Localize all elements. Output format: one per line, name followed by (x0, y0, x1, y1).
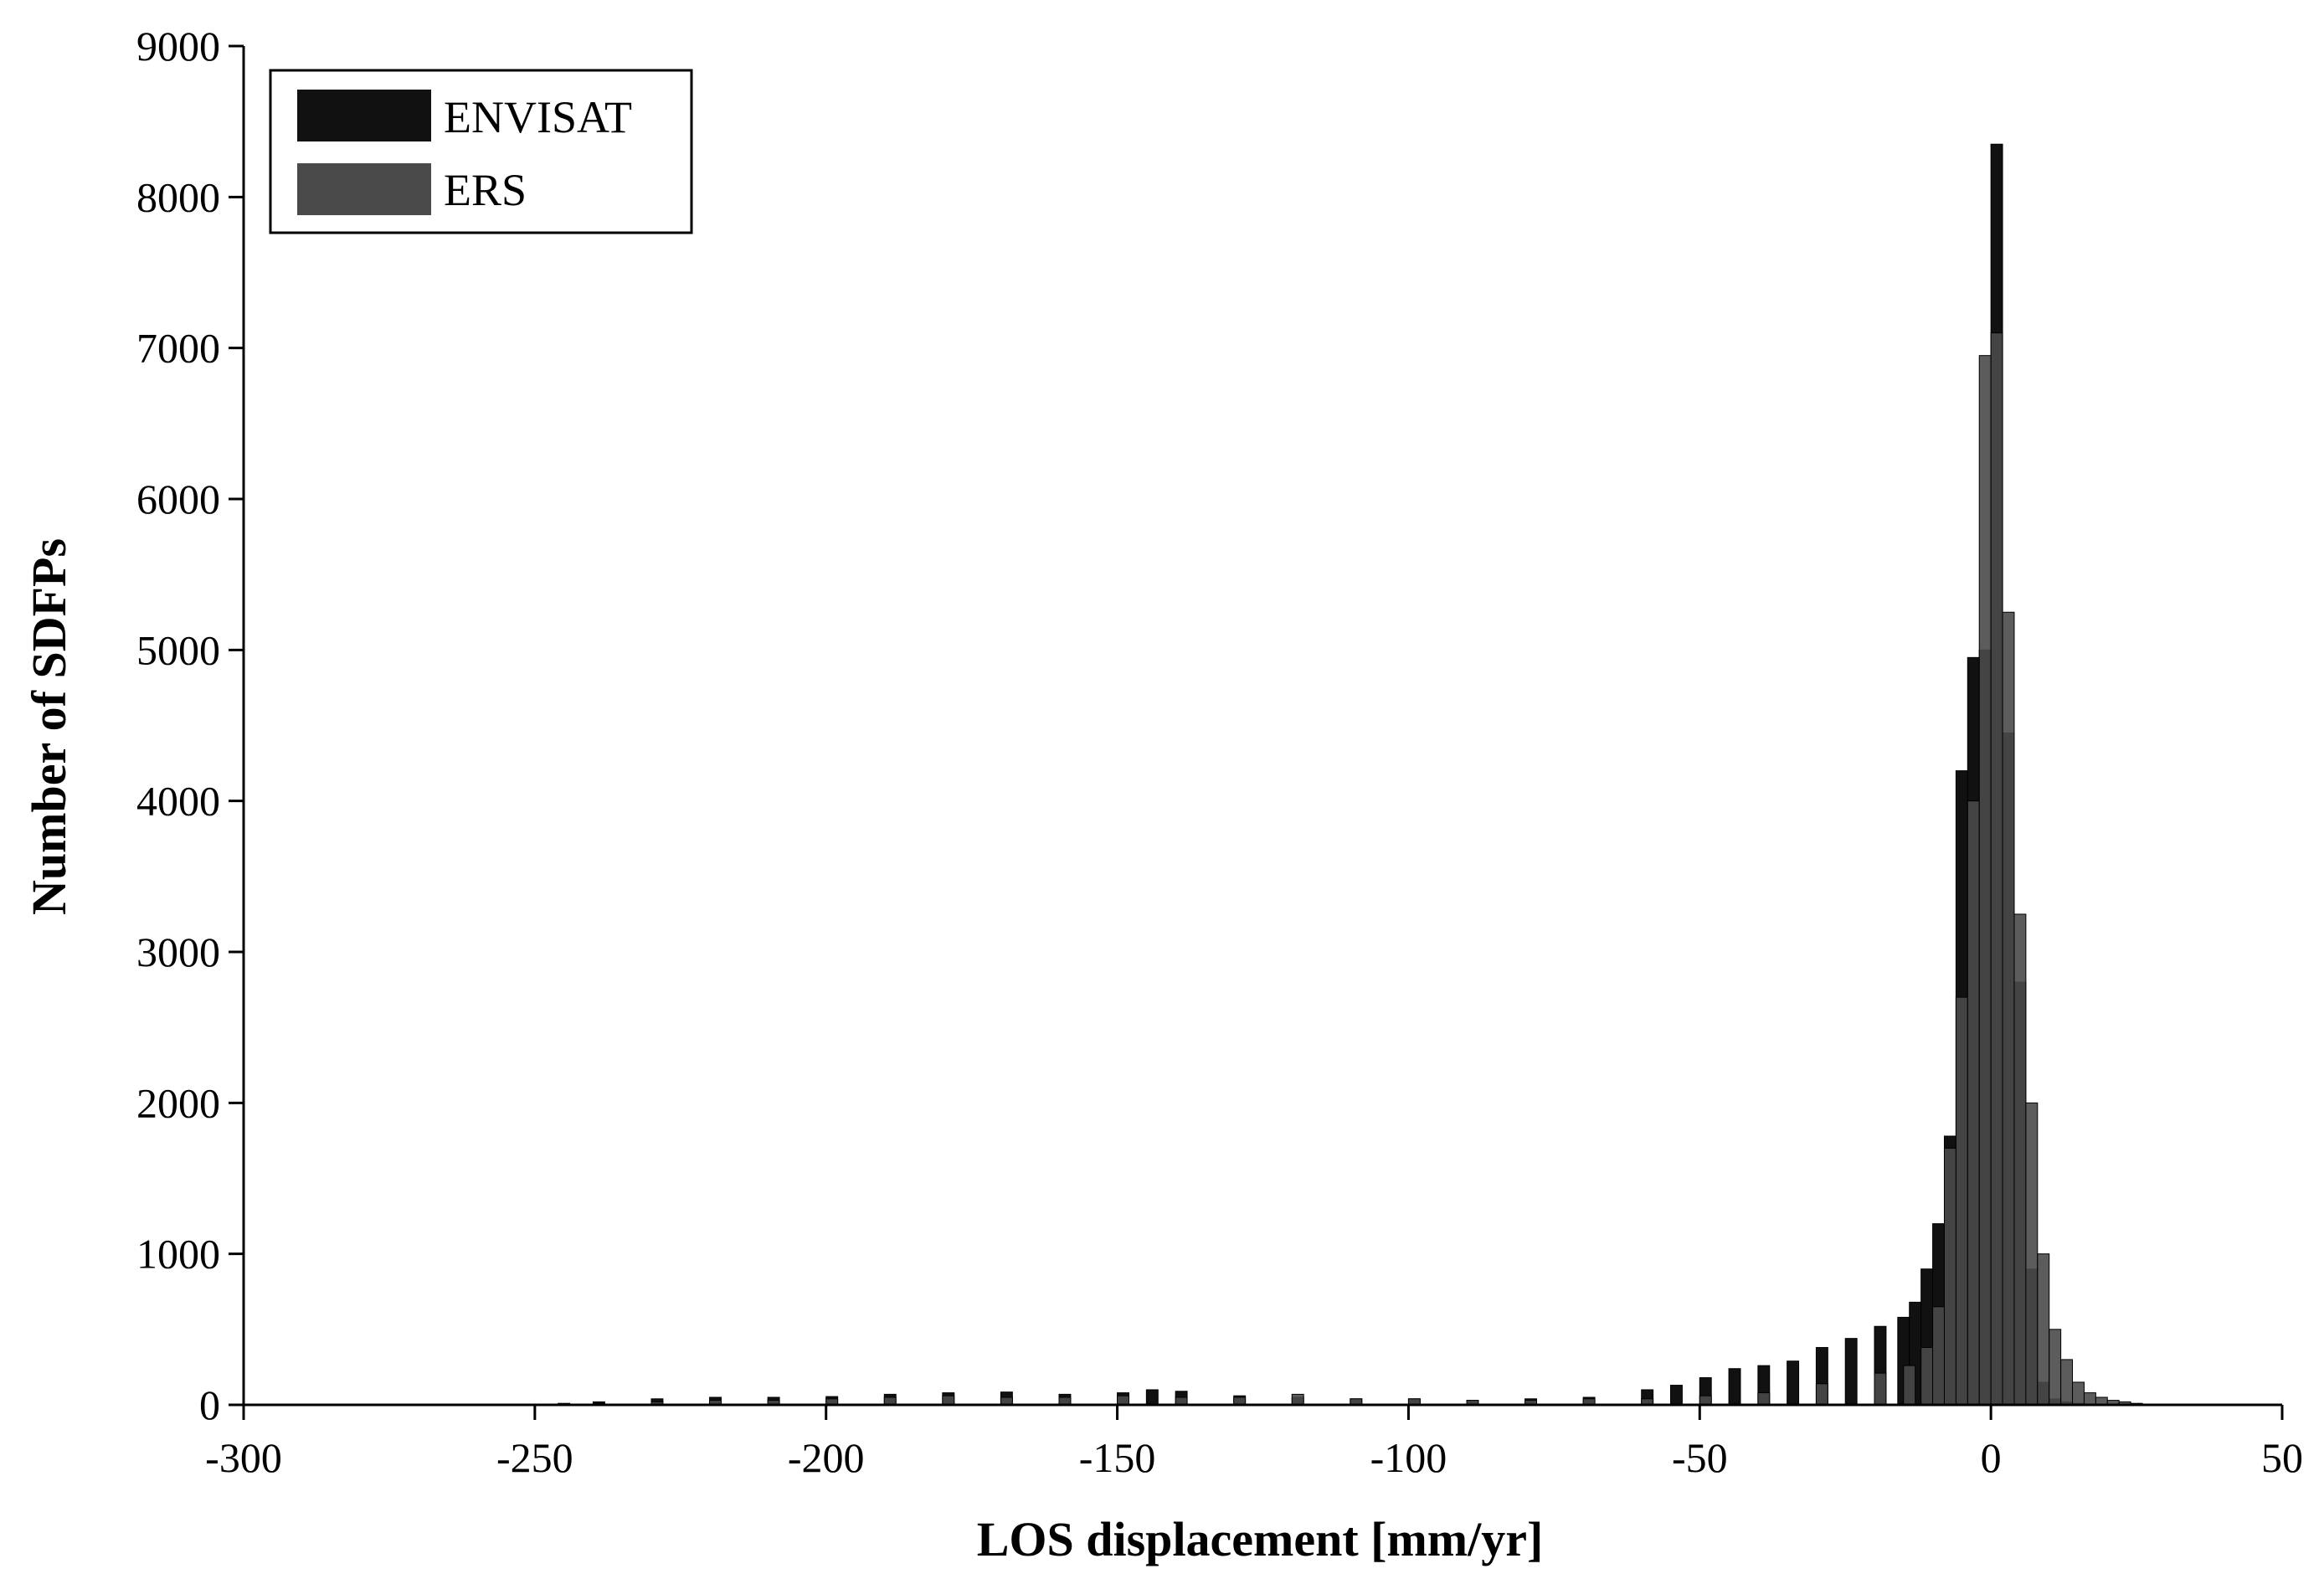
ticks-layer: 0 1000 2000 3000 4000 5000 6000 7000 8000 9000 -30… (136, 23, 2303, 1481)
bar-ers-35 (2049, 1329, 2062, 1406)
bar-envisat-21 (1670, 1385, 1683, 1406)
bar-ers-29 (1978, 355, 1992, 1406)
y-tick-label-6: 6000 (136, 476, 220, 522)
y-tick-label-9: 9000 (136, 23, 220, 69)
bar-ers-6 (942, 1395, 955, 1406)
y-tick-label-8: 8000 (136, 173, 220, 220)
bar-ers-23 (1903, 1365, 1916, 1406)
bar-ers-26 (1943, 1147, 1956, 1406)
bar-ers-32 (2013, 913, 2027, 1406)
x-tick-label-1: -250 (496, 1434, 573, 1481)
x-tick-label-2: -200 (788, 1434, 865, 1481)
y-tick-label-5: 5000 (136, 626, 220, 673)
bar-ers-38 (2083, 1392, 2096, 1406)
bar-ers-19 (1699, 1395, 1712, 1406)
bar-ers-28 (1967, 800, 1980, 1406)
bar-ers-25 (1932, 1306, 1945, 1406)
legend: ENVISAT ERS (269, 69, 693, 234)
y-tick-label-1: 1000 (136, 1231, 220, 1278)
bar-envisat-25 (1787, 1360, 1800, 1406)
x-axis-title: LOS displacement [mm/yr] (977, 1512, 1544, 1566)
x-tick-label-5: -50 (1672, 1434, 1728, 1481)
bar-ers-9 (1117, 1395, 1129, 1406)
legend-label-envisat: ENVISAT (444, 92, 632, 142)
bars-layer (558, 143, 2143, 1406)
y-tick-label-2: 2000 (136, 1079, 220, 1126)
bar-ers-12 (1291, 1393, 1304, 1406)
legend-swatch-ers (297, 163, 431, 215)
legend-label-ers: ERS (444, 165, 527, 215)
bar-ers-22 (1874, 1372, 1887, 1406)
axes-layer (242, 46, 2282, 1407)
x-tick-label-3: -150 (1079, 1434, 1156, 1481)
bar-envisat-27 (1844, 1338, 1858, 1406)
bar-ers-21 (1815, 1383, 1828, 1406)
y-tick-label-3: 3000 (136, 928, 220, 975)
legend-swatch-envisat (297, 90, 431, 141)
x-tick-label-6: 0 (1981, 1434, 2002, 1481)
y-tick-label-4: 4000 (136, 778, 220, 825)
bar-ers-34 (2037, 1253, 2050, 1406)
bar-ers-36 (2060, 1359, 2074, 1406)
bar-ers-24 (1920, 1346, 1934, 1406)
bar-ers-20 (1757, 1392, 1771, 1406)
bar-ers-27 (1955, 996, 1968, 1406)
bar-ers-30 (1990, 332, 2003, 1406)
y-tick-label-7: 7000 (136, 325, 220, 372)
bar-ers-33 (2025, 1102, 2039, 1406)
y-tick-label-0: 0 (199, 1381, 220, 1428)
bar-ers-37 (2072, 1381, 2085, 1406)
x-tick-label-7: 50 (2261, 1434, 2303, 1481)
y-axis-title: Number of SDFPs (22, 538, 76, 915)
x-tick-label-0: -300 (205, 1434, 282, 1481)
bar-envisat-23 (1728, 1368, 1741, 1406)
bar-envisat-11 (1145, 1389, 1159, 1406)
x-tick-label-4: -100 (1370, 1434, 1447, 1481)
bar-ers-31 (2002, 611, 2015, 1406)
